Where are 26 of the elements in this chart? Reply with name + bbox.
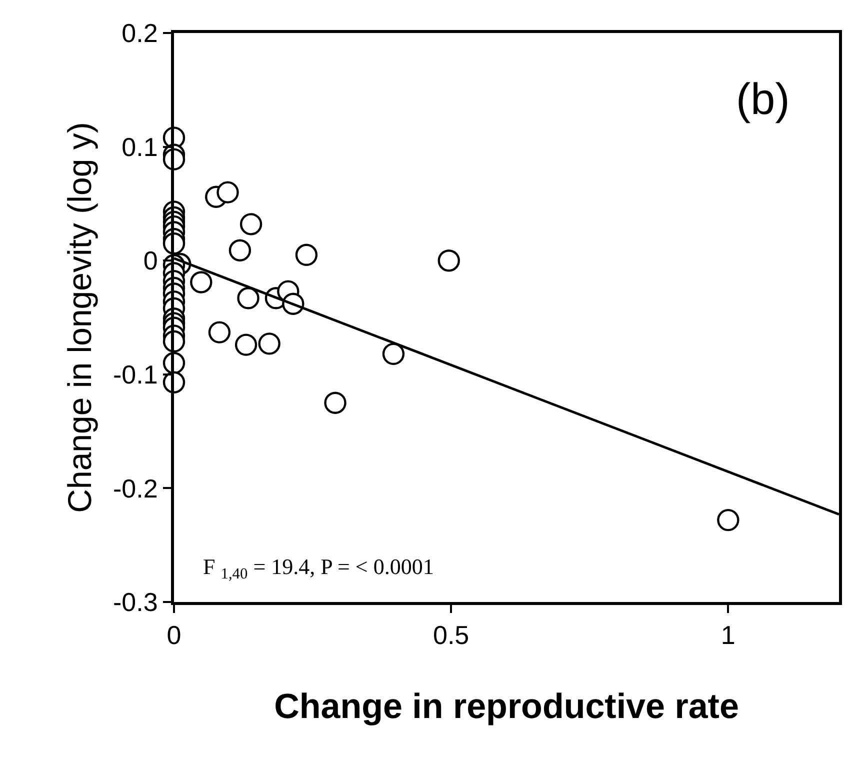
point bbox=[240, 213, 262, 236]
x-tick-label: 0 bbox=[166, 620, 182, 650]
x-tick-label: 0.5 bbox=[433, 620, 470, 650]
y-tick-label: -0.3 bbox=[112, 587, 158, 618]
point bbox=[216, 181, 239, 204]
point bbox=[237, 287, 260, 310]
point bbox=[190, 271, 212, 294]
annotation: (b) bbox=[736, 75, 790, 124]
point bbox=[382, 342, 405, 366]
y-axis-title: Change in longevity (log y) bbox=[60, 122, 98, 513]
annotation: F $_{1,40}$ = 19.4, P = < 0.0001 bbox=[203, 554, 434, 583]
x-axis-title: Change in reproductive rate bbox=[274, 687, 739, 726]
point bbox=[208, 321, 231, 344]
y-tick-label: -0.2 bbox=[112, 473, 158, 504]
point bbox=[295, 244, 318, 266]
y-tick-label: -0.1 bbox=[112, 360, 158, 390]
point bbox=[228, 239, 252, 262]
y-tick-label: 0.1 bbox=[122, 132, 158, 162]
point bbox=[234, 334, 258, 356]
x-tick-label: 1 bbox=[720, 620, 736, 650]
point bbox=[717, 508, 740, 532]
point bbox=[324, 392, 346, 414]
point bbox=[258, 332, 280, 355]
y-tick-label: 0 bbox=[143, 246, 158, 276]
y-tick-label: 0.2 bbox=[122, 18, 158, 48]
point bbox=[438, 250, 460, 272]
